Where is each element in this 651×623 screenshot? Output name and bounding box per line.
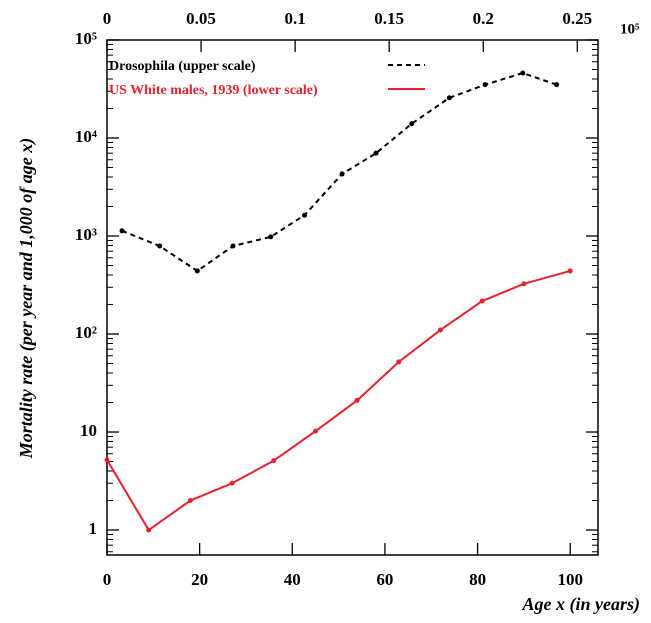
data-point [119, 228, 125, 234]
data-point [194, 268, 200, 274]
y-tick-label: 10³ [75, 225, 97, 244]
data-point [302, 212, 308, 218]
data-point [520, 70, 526, 76]
data-point [268, 234, 274, 240]
data-point [521, 281, 527, 287]
x-tick-label: 20 [191, 570, 208, 589]
top-axis-note: 10⁵ [620, 21, 640, 37]
y-tick-label: 10² [75, 323, 97, 342]
x2-tick-label: 0.05 [186, 9, 216, 28]
y-tick-label: 10⁵ [75, 29, 97, 48]
data-point [396, 359, 402, 365]
data-point [567, 268, 573, 274]
data-point [409, 121, 415, 127]
data-point [446, 95, 452, 101]
data-point [554, 82, 560, 88]
x2-tick-label: 0 [103, 9, 112, 28]
data-point [146, 527, 152, 533]
plot-frame [106, 39, 599, 556]
y-tick-label: 10⁴ [75, 127, 97, 146]
data-point [157, 243, 163, 249]
data-point [271, 458, 277, 464]
data-point [438, 327, 444, 333]
data-point [373, 150, 379, 156]
data-point [312, 428, 318, 434]
legend-label: Drosophila (upper scale) [109, 59, 256, 74]
x2-tick-label: 0.2 [473, 9, 494, 28]
data-point [104, 457, 110, 463]
data-point [482, 82, 488, 88]
y-axis-label: Mortality rate (per year and 1,000 of ag… [16, 138, 37, 459]
x-tick-label: 80 [469, 570, 486, 589]
series-line [121, 71, 557, 273]
x2-tick-label: 0.25 [562, 9, 592, 28]
x2-tick-label: 0.15 [374, 9, 404, 28]
data-point [229, 480, 235, 486]
data-point [354, 397, 360, 403]
x-tick-label: 100 [557, 570, 583, 589]
y-tick-label: 10 [80, 421, 97, 440]
data-point [479, 298, 485, 304]
data-point [230, 243, 236, 249]
series-line [106, 269, 571, 532]
y-tick-label: 1 [89, 519, 98, 538]
legend-label: US White males, 1939 (lower scale) [109, 83, 318, 98]
x-axis-label: Age x (in years) [522, 594, 640, 615]
data-point [339, 171, 345, 177]
x-tick-label: 40 [284, 570, 301, 589]
x2-tick-label: 0.1 [284, 9, 305, 28]
x-tick-label: 0 [103, 570, 112, 589]
x-tick-label: 60 [376, 570, 393, 589]
data-point [187, 498, 193, 504]
